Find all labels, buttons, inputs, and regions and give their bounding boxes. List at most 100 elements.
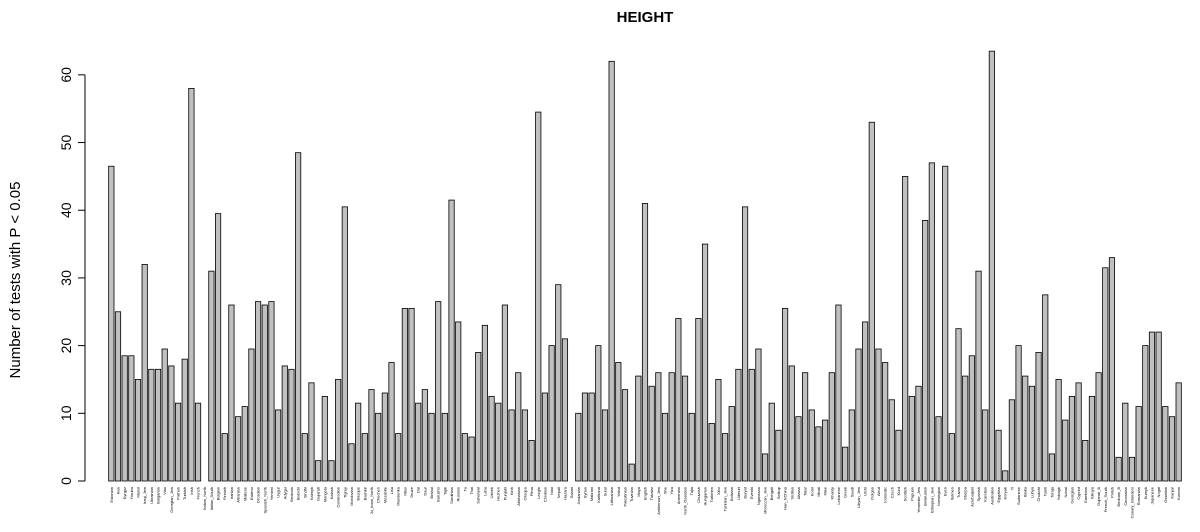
bar <box>261 304 268 482</box>
x-tick-label: Nogai <box>1156 487 1161 498</box>
x-tick-label: Vlax <box>162 487 167 495</box>
bar <box>508 409 515 482</box>
bar <box>788 365 795 482</box>
bar <box>228 304 235 482</box>
bar <box>982 409 989 482</box>
x-tick-label: Mixe <box>823 486 828 495</box>
x-tick-label: Spanish_North <box>262 487 267 513</box>
bar <box>935 416 942 482</box>
x-tick-label: Ossetian <box>1163 487 1168 503</box>
bar <box>141 263 148 482</box>
bar <box>515 372 522 482</box>
x-tick-label: Khanty <box>829 487 834 499</box>
x-tick-label: Abkhasian <box>516 487 521 506</box>
x-tick-label: Norwegian <box>936 487 941 506</box>
bar <box>108 165 115 482</box>
x-tick-label: Adygei <box>282 487 287 499</box>
bar <box>1142 345 1149 482</box>
bar <box>408 307 415 482</box>
x-tick-label: Yemeni <box>269 487 274 500</box>
x-tick-label: Maya <box>636 486 641 497</box>
x-tick-label: Syrian <box>582 487 587 498</box>
x-tick-label: Tuvan <box>956 487 961 498</box>
bar <box>848 409 855 482</box>
x-tick-label: Irish <box>189 487 194 495</box>
x-tick-label: Saami <box>569 487 574 498</box>
bar <box>802 372 809 482</box>
x-tick-label: Jordanian <box>576 487 581 505</box>
bar <box>521 409 528 482</box>
bar <box>541 392 549 482</box>
x-tick-label: Kalash <box>329 487 334 499</box>
x-tick-label: Xibo <box>716 486 721 495</box>
y-tick-label: 30 <box>58 270 74 286</box>
x-tick-label: Turkish <box>182 487 187 500</box>
bar <box>928 162 935 482</box>
x-tick-label: Hazara <box>562 486 567 500</box>
bar <box>755 348 762 482</box>
chart-title: HEIGHT <box>617 9 674 26</box>
bar <box>1128 456 1136 482</box>
x-tick-label: Lisu <box>389 487 394 494</box>
x-tick-label: Buryat <box>743 486 748 498</box>
bar <box>601 409 609 482</box>
x-tick-label: Burusho <box>436 486 441 502</box>
bar <box>528 439 535 482</box>
x-tick-label: Ukrainian <box>149 487 154 504</box>
bar <box>315 460 322 482</box>
bar <box>1135 406 1142 482</box>
x-tick-label: Bulgarian <box>156 487 161 504</box>
bar <box>1082 439 1089 482</box>
x-tick-label: Lebanese <box>836 486 841 504</box>
x-tick-label: Karelian <box>983 487 988 502</box>
bar <box>922 219 929 482</box>
bar <box>455 321 462 482</box>
bar <box>134 379 142 482</box>
x-tick-label: Kalmyk <box>309 487 314 500</box>
x-tick-label: Nanai <box>1063 487 1068 498</box>
x-tick-label: Mongola <box>322 486 327 502</box>
x-tick-label: Han <box>116 487 121 494</box>
x-tick-label: Balochi <box>296 487 301 500</box>
x-tick-label: Croatian <box>542 487 547 502</box>
x-tick-label: Ju_hoan_North <box>369 487 374 514</box>
x-tick-label: Pima <box>529 486 534 496</box>
bar <box>348 443 355 482</box>
x-tick-label: Brahui <box>429 487 434 499</box>
bar <box>835 304 842 482</box>
x-tick-label: Surui <box>602 487 607 496</box>
x-tick-label: Hezhen <box>496 487 501 501</box>
bar <box>1028 385 1035 482</box>
bar <box>995 429 1002 482</box>
x-tick-label: Mansi <box>136 487 141 498</box>
x-tick-label: Miao <box>402 486 407 495</box>
x-tick-label: Luhya <box>1029 486 1034 498</box>
bar <box>782 307 789 482</box>
bar <box>321 395 328 482</box>
x-tick-label: Mozabite <box>382 486 387 503</box>
bar <box>235 416 242 482</box>
x-tick-label: Kurd <box>896 487 901 495</box>
x-tick-label: Chechen <box>376 487 381 503</box>
bar <box>635 375 642 482</box>
bar <box>341 206 348 482</box>
y-tick-label: 0 <box>58 477 74 485</box>
x-tick-label: Canary_Islanders <box>1129 487 1134 518</box>
x-tick-label: Daur <box>422 486 427 495</box>
bar <box>435 301 442 482</box>
y-tick-label: 50 <box>58 135 74 151</box>
bar <box>1148 331 1156 482</box>
bar <box>648 385 655 482</box>
x-tick-label: Papuan <box>909 487 914 501</box>
x-tick-label: Sicilian <box>789 487 794 500</box>
bar <box>1088 395 1096 482</box>
bar <box>395 433 402 482</box>
bar <box>701 243 709 482</box>
x-tick-label: Kikuyu <box>1089 487 1094 499</box>
x-tick-label: Oroqen <box>522 487 527 500</box>
x-tick-label: Maltese <box>242 486 247 501</box>
bar <box>1175 382 1182 482</box>
bar <box>641 203 649 482</box>
x-tick-label: Tuvinian <box>629 487 634 502</box>
x-tick-label: Circassian <box>1123 487 1128 506</box>
